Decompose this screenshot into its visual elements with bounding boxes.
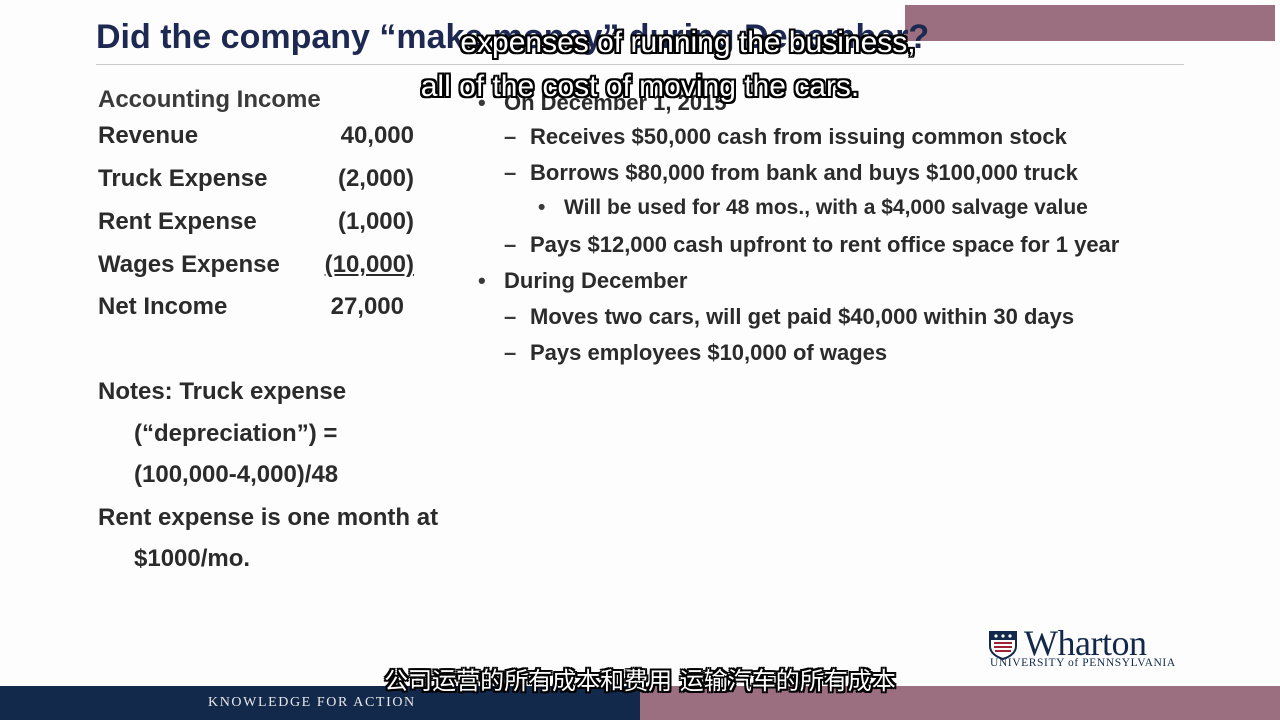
income-label: Wages Expense xyxy=(98,251,280,278)
bullet-item: • On December 1, 2015 xyxy=(478,90,727,116)
note-line: Rent expense is one month at xyxy=(98,504,439,531)
income-label: Rent Expense xyxy=(98,208,257,235)
bullet-item: • During December xyxy=(478,268,687,294)
footer-bar: KNOWLEDGE FOR ACTION xyxy=(0,686,640,720)
income-label: Net Income xyxy=(98,293,228,320)
income-row-rent-expense: Rent Expense (1,000) xyxy=(98,208,428,238)
income-amount: (10,000) xyxy=(324,251,414,278)
income-row-net-income: Net Income 27,000 xyxy=(98,293,428,323)
income-amount: (2,000) xyxy=(337,165,414,192)
subtitle-en-line-1: expenses of running the business, xyxy=(460,26,916,59)
income-amount: 27,000 xyxy=(330,293,404,320)
footer-tagline: KNOWLEDGE FOR ACTION xyxy=(208,695,416,710)
bullet-text: Pays $12,000 cash upfront to rent office… xyxy=(530,232,1120,257)
note-line: Notes: Truck expense xyxy=(98,378,347,405)
bullet-dash: – xyxy=(504,340,517,365)
bullet-text: Will be used for 48 mos., with a $4,000 … xyxy=(564,196,1088,219)
bullet-text: On December 1, 2015 xyxy=(504,90,727,115)
note-line: (100,000-4,000)/48 xyxy=(134,461,339,488)
bullet-text: Receives $50,000 cash from issuing commo… xyxy=(530,124,1067,149)
income-row-revenue: Revenue 40,000 xyxy=(98,122,428,152)
bullet-text: During December xyxy=(504,268,688,293)
wharton-logo: Wharton UNIVERSITY of PENNSYLVANIA xyxy=(988,623,1198,674)
title-divider xyxy=(96,64,1184,65)
logo-subtitle: UNIVERSITY of PENNSYLVANIA xyxy=(990,657,1176,669)
bullet-item: – Pays $12,000 cash upfront to rent offic… xyxy=(504,232,1119,258)
header-accent-bar xyxy=(905,5,1275,41)
bullet-item: • Will be used for 48 mos., with a $4,000… xyxy=(538,196,1088,220)
bullet-text: Pays employees $10,000 of wages xyxy=(530,340,888,365)
note-line: $1000/mo. xyxy=(134,545,251,572)
income-amount: (1,000) xyxy=(337,208,414,235)
bullet-dot: • xyxy=(478,268,486,293)
subtitle-cn: 公司运营的所有成本和费用 运输汽车的所有成本 xyxy=(384,667,896,695)
income-row-truck-expense: Truck Expense (2,000) xyxy=(98,165,428,195)
bullet-dash: – xyxy=(504,124,517,149)
bullet-item: – Pays employees $10,000 of wages xyxy=(504,340,887,366)
income-label: Truck Expense xyxy=(98,165,268,192)
bullet-dash: – xyxy=(504,160,517,185)
income-row-wages-expense: Wages Expense (10,000) xyxy=(98,251,428,281)
income-amount: 40,000 xyxy=(340,122,414,149)
income-label: Revenue xyxy=(98,122,199,149)
note-line: (“depreciation”) = xyxy=(134,420,338,447)
bullet-dot: • xyxy=(538,196,546,219)
bullet-item: – Borrows $80,000 from bank and buys $100… xyxy=(504,160,1078,186)
income-heading: Accounting Income xyxy=(98,86,321,113)
bullet-dot: • xyxy=(478,90,486,115)
logo-wordmark: Wharton xyxy=(1024,623,1147,663)
subtitle-en-line-2: all of the cost of moving the cars. xyxy=(420,70,860,103)
bullet-dash: – xyxy=(504,232,517,257)
footer-accent-bar xyxy=(640,686,1280,720)
bullet-item: – Moves two cars, will get paid $40,000 w… xyxy=(504,304,1074,330)
bullet-text: Borrows $80,000 from bank and buys $100,… xyxy=(530,160,1078,185)
penn-shield-icon xyxy=(989,631,1017,660)
bullet-item: – Receives $50,000 cash from issuing comm… xyxy=(504,124,1067,150)
bullet-dash: – xyxy=(504,304,517,329)
slide-title: Did the company “make money” during Dece… xyxy=(96,18,930,56)
bullet-text: Moves two cars, will get paid $40,000 wi… xyxy=(530,304,1075,329)
